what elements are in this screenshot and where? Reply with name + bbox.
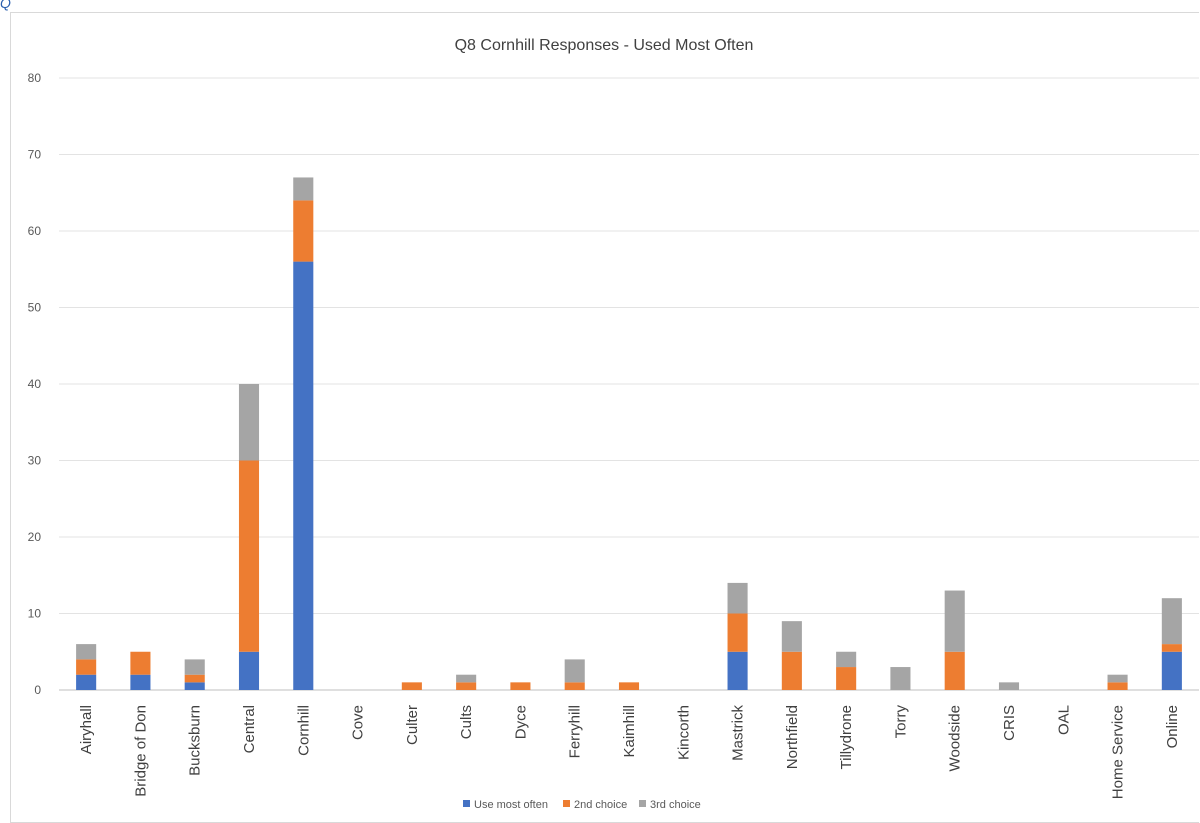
legend-label: 2nd choice xyxy=(574,799,627,811)
bar-segment xyxy=(401,682,422,690)
x-tick-label: Bridge of Don xyxy=(132,705,149,797)
bar-segment xyxy=(238,460,260,652)
bar-segment xyxy=(76,674,97,690)
x-tick-label: Central xyxy=(241,705,258,753)
y-tick-label: 0 xyxy=(34,683,41,697)
legend-swatch xyxy=(563,800,570,807)
chart-svg: Q8 Cornhill Responses - Used Most Often … xyxy=(28,37,1199,811)
y-axis-ticks: 0 10 20 30 40 50 60 70 80 xyxy=(28,71,42,697)
bar-segment xyxy=(564,682,585,690)
bar-segment xyxy=(1107,674,1128,683)
bar-segment xyxy=(727,613,748,652)
x-tick-label: Cove xyxy=(350,705,367,740)
bar-segment xyxy=(1161,598,1182,645)
legend-swatch xyxy=(463,800,470,807)
bar-segment xyxy=(781,621,802,652)
bar-segment xyxy=(1107,682,1128,690)
x-tick-label: Cults xyxy=(458,705,475,739)
bar-segment xyxy=(76,644,97,660)
bar-segment xyxy=(76,659,97,675)
bar-segment xyxy=(456,674,477,683)
bar-segment xyxy=(130,651,151,675)
bar-segment xyxy=(184,674,205,683)
bar-segment xyxy=(456,682,477,690)
bar-segment xyxy=(618,682,640,690)
bar-segment xyxy=(293,177,314,201)
x-tick-label: CRIS xyxy=(1001,705,1018,741)
bar-segment xyxy=(998,682,1020,690)
chart-title: Q8 Cornhill Responses - Used Most Often xyxy=(455,37,754,54)
gridlines xyxy=(59,77,1199,691)
x-tick-label: Torry xyxy=(892,705,909,739)
bar-segment xyxy=(890,667,911,690)
x-tick-label: Kincorth xyxy=(675,705,692,760)
bar-segment xyxy=(727,582,748,614)
y-tick-label: 40 xyxy=(28,377,42,391)
bar-segment xyxy=(727,651,748,690)
bar-segment xyxy=(564,659,585,683)
bar-segment xyxy=(1161,644,1182,652)
x-tick-label: Culter xyxy=(404,705,421,745)
y-tick-label: 80 xyxy=(28,71,42,85)
top-fragment: Q xyxy=(0,0,11,11)
bar-segment xyxy=(944,651,965,690)
x-tick-label: Kaimhill xyxy=(621,705,638,758)
bars xyxy=(76,177,1182,690)
bar-segment xyxy=(781,651,802,690)
y-tick-label: 60 xyxy=(28,224,42,238)
top-cropped-text: Q xyxy=(0,0,1200,11)
bar-segment xyxy=(510,682,531,690)
x-tick-label: Tillydrone xyxy=(838,705,855,769)
legend: Use most often 2nd choice 3rd choice xyxy=(463,799,701,811)
x-tick-label: Bucksburn xyxy=(187,705,204,776)
y-tick-label: 30 xyxy=(28,454,42,468)
x-tick-label: OAL xyxy=(1055,705,1072,735)
bar-segment xyxy=(293,200,314,262)
bar-segment xyxy=(184,659,205,675)
x-tick-label: Online xyxy=(1164,705,1181,748)
bar-segment xyxy=(130,674,151,690)
bar-segment xyxy=(1161,651,1182,690)
x-tick-label: Home Service xyxy=(1110,705,1127,799)
y-tick-label: 70 xyxy=(28,148,42,162)
x-tick-label: Northfield xyxy=(784,705,801,769)
bar-segment xyxy=(836,651,857,668)
bar-segment xyxy=(836,667,857,690)
chart-frame: Q8 Cornhill Responses - Used Most Often … xyxy=(10,12,1199,823)
y-tick-label: 10 xyxy=(28,607,42,621)
bar-segment xyxy=(184,682,205,690)
x-tick-label: Mastrick xyxy=(730,705,747,761)
legend-swatch xyxy=(639,800,646,807)
x-axis-labels: Airyhall Bridge of Don Bucksburn Central Cor… xyxy=(78,705,1181,800)
bar-segment xyxy=(944,590,965,652)
legend-label: 3rd choice xyxy=(650,799,701,811)
x-tick-label: Airyhall xyxy=(78,705,95,754)
x-tick-label: Woodside xyxy=(947,705,964,771)
y-tick-label: 50 xyxy=(28,301,42,315)
legend-label: Use most often xyxy=(474,799,548,811)
x-tick-label: Dyce xyxy=(512,705,529,739)
bar-segment xyxy=(238,384,260,461)
bar-segment xyxy=(238,651,260,690)
y-tick-label: 20 xyxy=(28,530,42,544)
x-tick-label: Cornhill xyxy=(295,705,312,756)
x-tick-label: Ferryhill xyxy=(567,705,584,758)
bar-segment xyxy=(293,261,314,690)
